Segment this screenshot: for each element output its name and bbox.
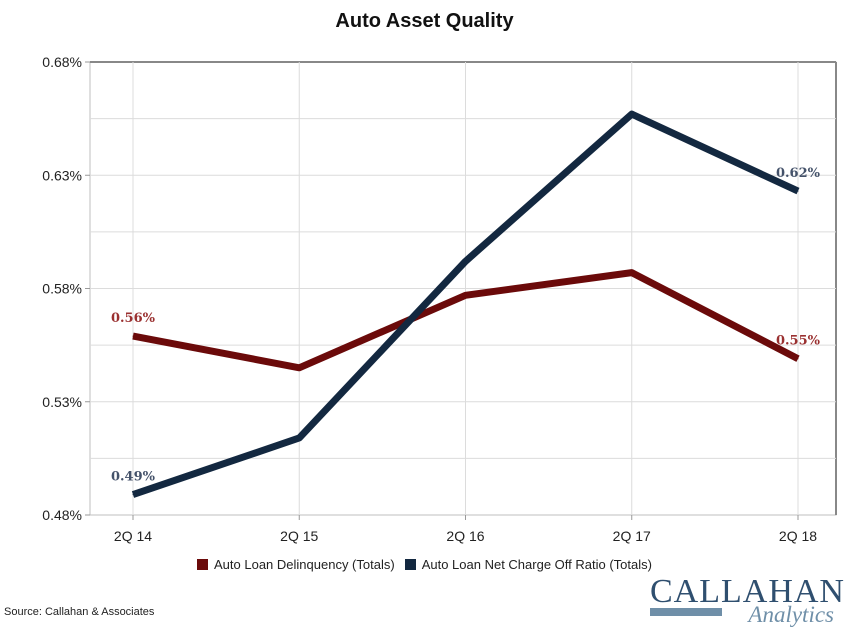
legend-label-chargeoff: Auto Loan Net Charge Off Ratio (Totals) [421,557,652,572]
series-lines [131,110,800,498]
data-point [132,494,134,496]
data-label: 0.49% [111,470,156,485]
y-tick-label: 0.68% [42,54,82,70]
x-tick-label: 2Q 16 [446,528,484,544]
x-tick-label: 2Q 17 [613,528,651,544]
data-point [631,113,633,115]
x-tick-label: 2Q 14 [114,528,152,544]
data-label: 0.55% [776,334,821,349]
callahan-logo: CALLAHAN Analytics [650,573,845,630]
logo-wordmark: CALLAHAN [650,573,845,610]
data-point [132,335,134,337]
legend-swatch-chargeoff [404,559,416,570]
data-point [465,294,466,296]
legend-label-delinquency: Auto Loan Delinquency (Totals) [214,557,395,572]
x-tick-label: 2Q 15 [280,528,318,544]
legend: Auto Loan Delinquency (Totals) Auto Loan… [0,557,849,572]
line-chart: 0.48%0.53%0.58%0.63%0.68% 2Q 14 2Q 15 2Q 1… [42,54,837,544]
data-point [631,272,633,274]
data-label: 0.62% [776,166,821,181]
data-label: 0.56% [111,311,156,326]
data-point [298,367,300,369]
logo-subtitle: Analytics [748,602,834,627]
source-note: Source: Callahan & Associates [4,606,155,618]
x-tick-label: 2Q 18 [779,528,817,544]
data-point [465,260,466,262]
logo-bar [650,608,722,616]
y-axis-ticks: 0.48% 0.53% 0.58% 0.63% 0.68% [42,54,90,523]
y-tick-label: 0.53% [42,394,82,410]
grid-lines [89,61,837,516]
x-axis-ticks: 2Q 14 2Q 15 2Q 16 2Q 17 2Q 18 [114,515,817,544]
legend-swatch-delinquency [197,559,209,570]
y-tick-label: 0.63% [42,167,82,183]
legend-item-delinquency[interactable]: Auto Loan Delinquency (Totals) [197,557,395,572]
data-point [797,358,799,360]
chart-title: Auto Asset Quality [335,10,514,32]
data-point [298,437,300,439]
data-point [797,190,799,192]
y-tick-label: 0.48% [42,507,82,523]
data-labels: 0.56% 0.55% 0.49% 0.62% [111,166,821,485]
y-tick-label: 0.58% [42,281,82,297]
legend-item-chargeoff[interactable]: Auto Loan Net Charge Off Ratio (Totals) [404,557,652,572]
